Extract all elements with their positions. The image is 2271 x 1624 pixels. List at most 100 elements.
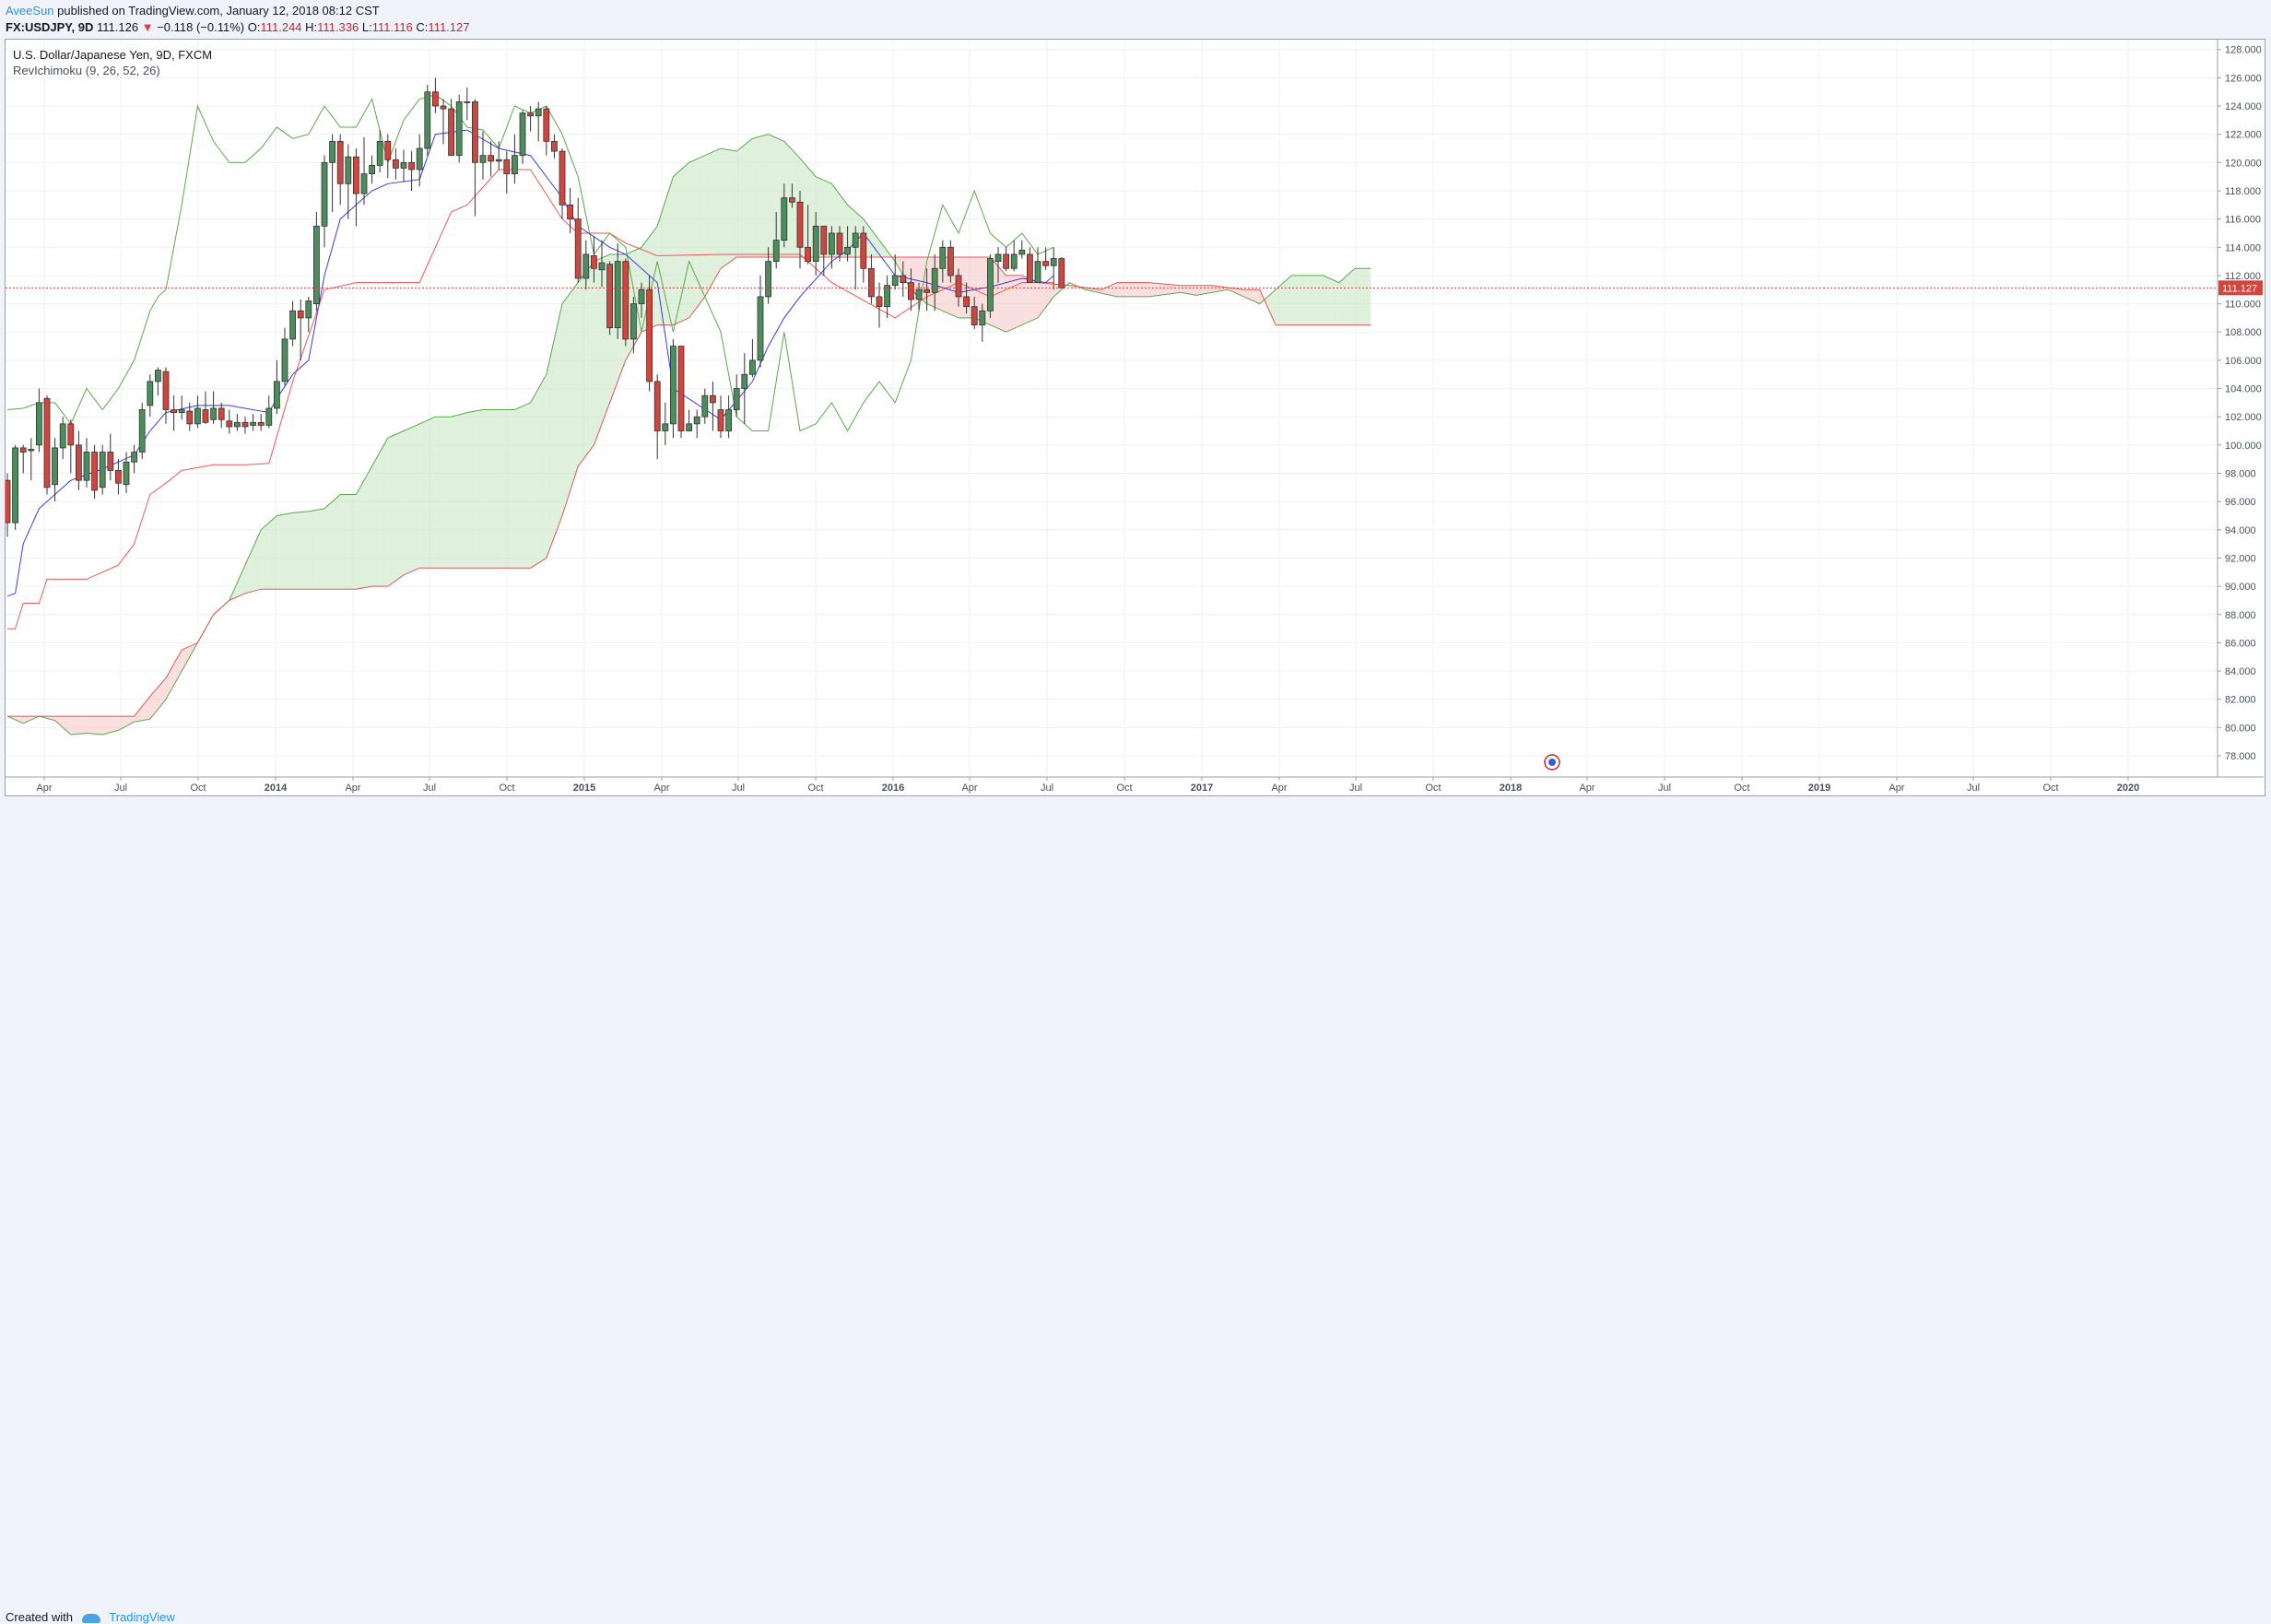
candle-body [519,112,526,157]
candle-body [1050,258,1057,266]
candle-body [1003,253,1009,269]
quote-line: FX:USDJPY, 9D 111.126 ▼ −0.118 (−0.11%) … [6,20,469,34]
candle-body [297,310,304,319]
footer: Created with TradingView [0,802,2271,1624]
candle-body [1042,261,1049,266]
last-price-tag-label: 111.127 [2222,283,2257,294]
candle-body [551,140,558,152]
candle [226,409,233,434]
candle [796,190,804,269]
candle-body [701,394,709,418]
candle [987,253,994,318]
candle [336,134,344,206]
candle [662,402,669,445]
candles [6,77,1065,537]
candle-body [527,112,534,117]
cloud-segment [324,501,333,590]
time-tick-label: 2018 [1500,783,1522,794]
price-tick-label: 108.000 [2225,327,2262,338]
cloud-segment [261,523,269,590]
candle-body [171,409,178,413]
cloud-segment [380,438,388,587]
candle-body [772,240,780,263]
candle-body [646,288,653,382]
open-label: O: [247,20,261,34]
cloud-segment [475,409,483,569]
candle [741,353,748,424]
cloud-segment [585,261,594,456]
candle-body [416,147,423,171]
cloud-segment [1347,268,1355,325]
candle-body [535,108,542,117]
grid-lines [6,40,2218,777]
candle [345,144,352,219]
candle [543,106,550,156]
candle [424,85,431,156]
cloud-segment [427,417,436,569]
candle-body [448,108,455,157]
cloud-segment [356,480,364,590]
last-price-tag [2218,280,2263,296]
cloud-segment [126,716,135,726]
price-chart[interactable]: 78.000 80.000 82.000 84.000 86.000 88.000 90.0… [6,40,2265,795]
candle [606,261,613,335]
candle-body [733,388,740,410]
candle-body [630,303,637,340]
chart-panel[interactable]: 78.000 80.000 82.000 84.000 86.000 88.000 90.0… [5,39,2265,796]
candle [971,296,978,330]
indicator-legend[interactable]: RevIchimoku (9, 26, 52, 26) [13,64,160,77]
candle [891,253,899,290]
cloud-segment [285,512,293,590]
candle [107,433,114,481]
cloud-segment [47,716,55,721]
candle [614,242,621,339]
candle-body [273,381,280,409]
time-tick-label: 2015 [573,783,595,794]
candle [622,258,630,347]
tradingview-link[interactable]: TradingView [109,1610,175,1624]
publish-line: AveeSun published on TradingView.com, Ja… [6,4,380,18]
candle-body [138,409,146,453]
candle [67,419,75,474]
candle-body [226,420,233,428]
cloud-segment [1307,275,1315,325]
cloud-segment [1355,268,1363,325]
candle-body [440,105,447,110]
author-link[interactable]: AveeSun [6,4,54,18]
cloud-segment [673,169,681,325]
price-tick-label: 116.000 [2225,215,2261,226]
cloud-segment [721,148,729,269]
last-price: 111.126 [97,20,139,34]
cloud-segment [895,257,903,276]
price-tick-label: 124.000 [2225,101,2262,112]
cloud-segment [1267,289,1276,325]
candle-body [455,101,463,157]
symbol-label: FX:USDJPY, 9D [6,20,94,34]
cloud-segment [594,257,602,445]
candle [431,77,439,113]
candle-body [591,255,597,269]
candle [994,247,1002,283]
price-tick-label: 98.000 [2225,468,2256,479]
time-tick-label: Apr [961,783,977,794]
cloud-segment [316,508,324,590]
candle-body [289,310,297,340]
cloud-segment [466,411,476,569]
candle-body [488,155,494,162]
cloud-segment [395,430,404,581]
candle [99,444,106,495]
close-label: C: [416,20,429,34]
cloud-segment [166,664,174,700]
candle [638,282,645,318]
cloud-segment [760,134,769,258]
candle-body [1018,249,1026,255]
candle-body [796,201,804,248]
high-value: 111.336 [317,20,359,34]
candle-body [955,275,962,298]
candle-body [36,402,42,446]
candle [512,134,518,184]
candle [908,268,914,312]
time-tick-label: Jul [1349,783,1362,794]
cloud-segment [1006,275,1015,333]
cloud-segment [538,374,547,563]
